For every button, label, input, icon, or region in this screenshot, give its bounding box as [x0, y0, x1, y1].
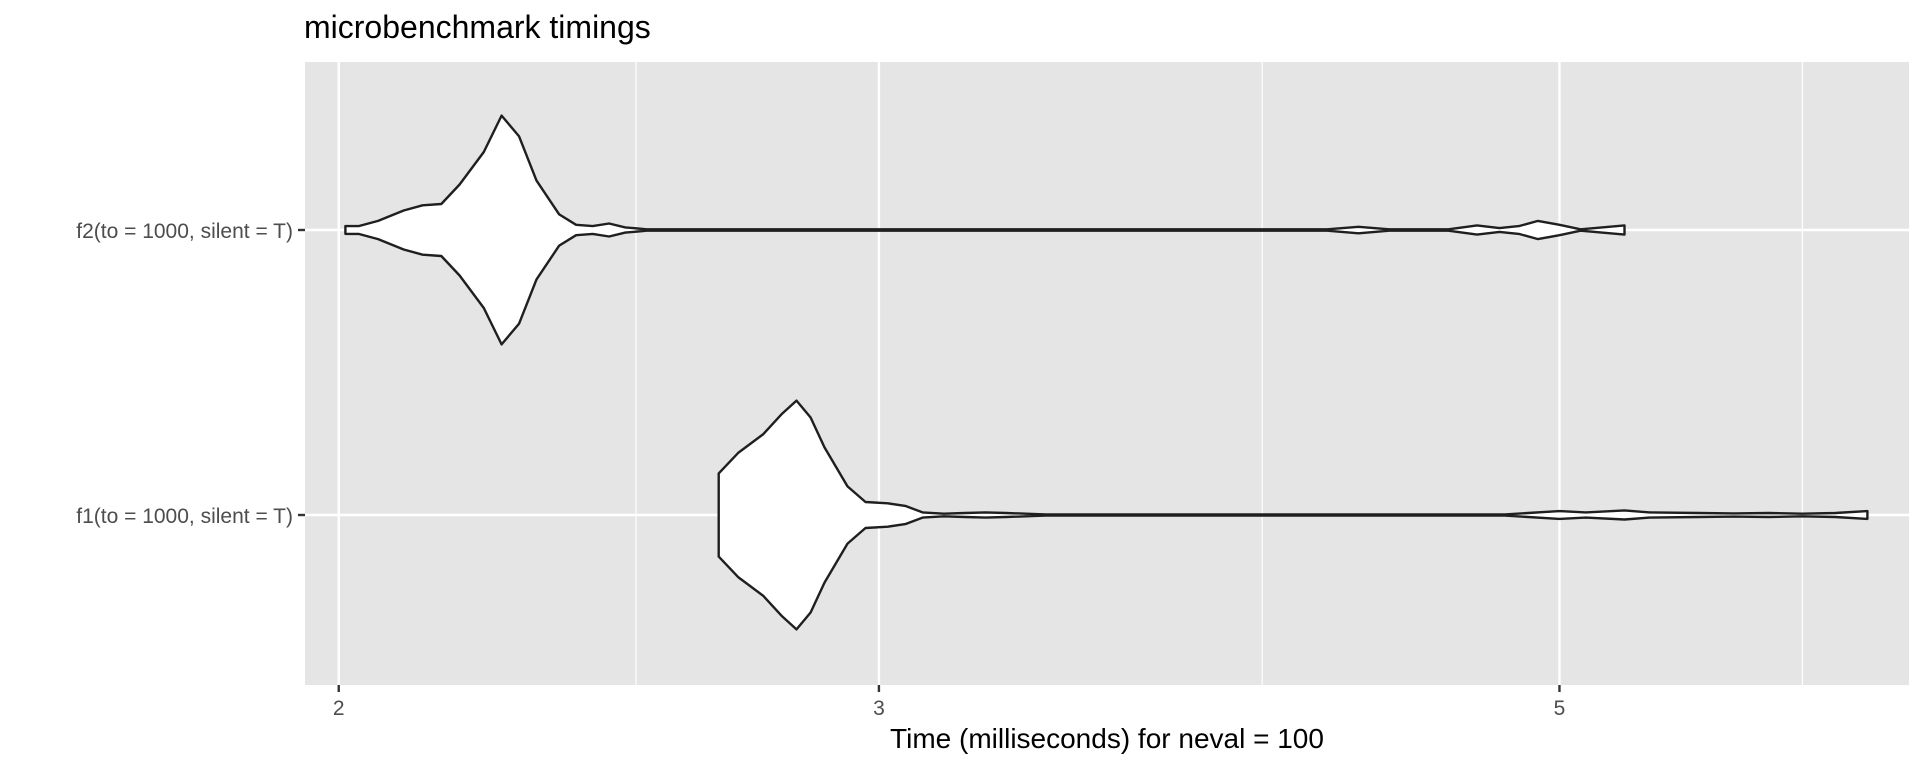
x-tick-label: 5: [1554, 697, 1566, 720]
x-tick-label: 2: [333, 697, 345, 720]
x-axis: 2 3 5: [333, 685, 1565, 720]
violin-shape: [344, 114, 1626, 346]
x-tick-label: 3: [873, 697, 885, 720]
violins: [344, 114, 1869, 631]
x-axis-title: Time (milliseconds) for neval = 100: [890, 723, 1324, 754]
y-category-label: f2(to = 1000, silent = T): [76, 220, 293, 243]
minor-grid: [635, 62, 1803, 685]
y-category-label: f1(to = 1000, silent = T): [76, 505, 293, 528]
plot-panel: [305, 62, 1909, 685]
chart-title: microbenchmark timings: [304, 9, 651, 45]
y-axis: f2(to = 1000, silent = T) f1(to = 1000, s…: [76, 220, 305, 528]
violin-shape: [717, 399, 1869, 631]
